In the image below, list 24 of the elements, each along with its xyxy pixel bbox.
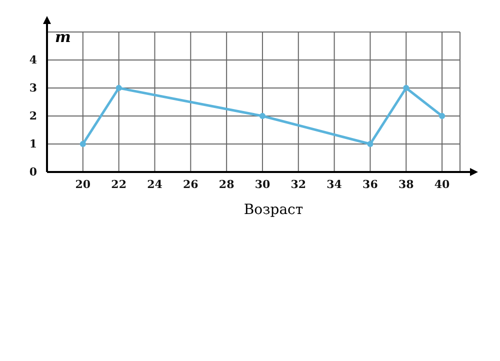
y-tick-label: 2 [29,110,37,123]
x-tick-label: 20 [75,178,91,191]
x-tick-label: 34 [326,178,342,191]
y-tick-label: 4 [29,54,38,67]
x-tick-label: 38 [398,178,414,191]
x-tick-label: 36 [362,178,378,191]
y-tick-label: 0 [29,166,38,179]
x-tick-label: 28 [218,178,235,191]
x-tick-label: 22 [111,178,126,191]
x-axis-title: Возраст [244,202,304,218]
point [438,112,446,120]
point [80,140,86,148]
x-tick-label: 24 [147,178,163,191]
y-axis-title: m [55,28,71,46]
x-tick-label: 40 [434,178,450,191]
x-tick-label: 26 [182,178,199,191]
point [403,84,410,92]
point [116,84,122,92]
y-tick-label: 3 [29,82,37,95]
x-tick-label: 32 [290,178,306,191]
point [367,140,374,148]
x-tick-label: 30 [254,178,270,191]
y-tick-label: 1 [29,138,37,151]
point [259,112,266,120]
